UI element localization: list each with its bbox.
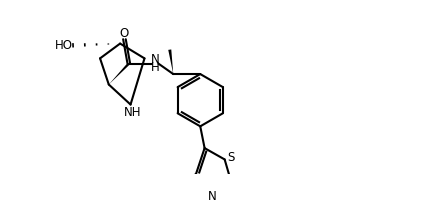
Text: N: N (208, 190, 216, 200)
Polygon shape (108, 63, 129, 85)
Text: HO: HO (55, 39, 73, 52)
Text: H: H (150, 61, 159, 74)
Text: S: S (227, 151, 234, 164)
Text: O: O (120, 27, 129, 40)
Polygon shape (168, 49, 173, 74)
Text: NH: NH (123, 106, 141, 119)
Text: N: N (150, 53, 159, 66)
